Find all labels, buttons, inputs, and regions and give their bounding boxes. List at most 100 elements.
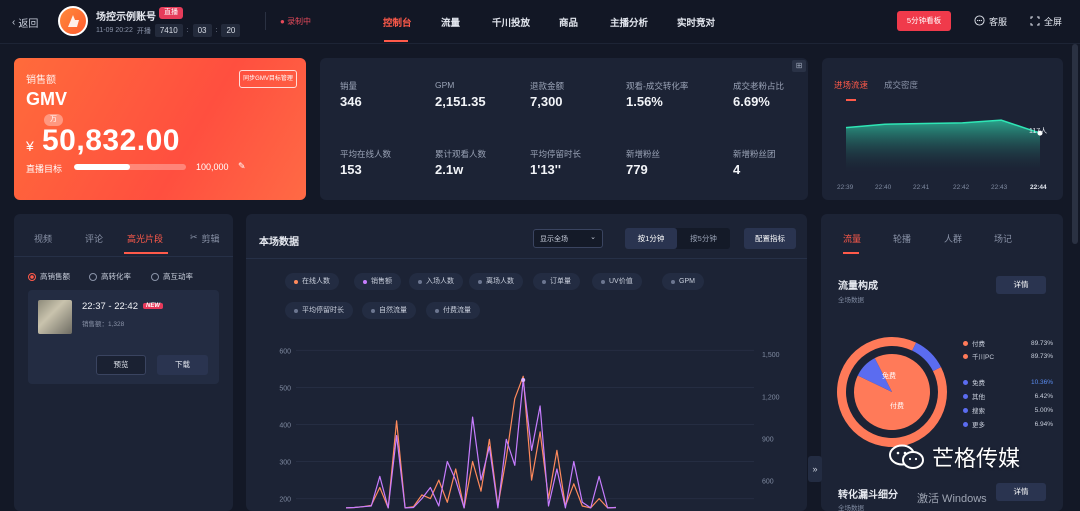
- metric-value: 6.69%: [733, 94, 770, 109]
- traffic-x-tick: 22:42: [953, 184, 970, 191]
- divider: [246, 258, 807, 259]
- metric-chip[interactable]: UV价值: [592, 273, 642, 290]
- radio-high-sales[interactable]: 高销售额: [28, 271, 70, 282]
- metric-value: 346: [340, 94, 362, 109]
- legend-item: 付费 89.73%: [963, 338, 1053, 348]
- tab-field-notes[interactable]: 场记: [994, 234, 1013, 244]
- tab-edit[interactable]: ✂ 剪辑: [190, 232, 220, 244]
- metric-value: 2,151.35: [435, 94, 486, 109]
- nav-traffic[interactable]: 流量: [441, 18, 461, 29]
- timer-minutes: 03: [192, 24, 212, 37]
- interval-1min[interactable]: 按1分钟: [625, 228, 677, 249]
- tab-carousel[interactable]: 轮播: [893, 234, 912, 244]
- traffic-chart: [845, 119, 1043, 172]
- config-metrics-button[interactable]: 配置指标: [744, 228, 796, 249]
- funnel-detail-button[interactable]: 详情: [996, 483, 1046, 501]
- legend-item: 免费 10.36%: [963, 377, 1053, 387]
- expand-arrow-icon[interactable]: »: [808, 456, 822, 482]
- radio-dot: [89, 272, 97, 281]
- metric-chip[interactable]: 付费流量: [426, 302, 480, 319]
- gmv-card: 销售额 GMV 同步GMV目标管理 万 ¥ 50,832.00 直播目标 100…: [14, 58, 306, 200]
- metric-chip[interactable]: 平均停留时长: [285, 302, 353, 319]
- tab-deal-density[interactable]: 成交密度: [884, 80, 919, 90]
- target-progress-fill: [74, 164, 130, 170]
- traffic-peak-label: 117人: [1029, 128, 1048, 135]
- fullscreen-button[interactable]: 全屏: [1030, 15, 1062, 28]
- tab-entry-rate[interactable]: 进场流速: [834, 80, 869, 90]
- y-left-tick: 600: [279, 348, 291, 355]
- service-button[interactable]: 客服: [974, 15, 1007, 28]
- start-label: 开播: [136, 27, 151, 35]
- metric-chip[interactable]: 订单量: [533, 273, 580, 290]
- metric-label: 销量: [340, 81, 358, 91]
- radio-high-interaction[interactable]: 高互动率: [151, 271, 193, 282]
- scrollbar[interactable]: [1072, 44, 1078, 244]
- metric-label: 观看-成交转化率: [626, 81, 689, 91]
- clip-time: 22:37 - 22:42: [82, 301, 138, 312]
- edit-icon[interactable]: ✎: [238, 161, 246, 171]
- metric-value: 1.56%: [626, 94, 663, 109]
- legend-item: 搜索 5.00%: [963, 405, 1053, 415]
- legend-dot: [963, 340, 968, 346]
- chip-dot: [371, 308, 375, 313]
- traffic-line: [845, 119, 1041, 134]
- right-tab-indicator: [843, 252, 859, 254]
- tab-traffic[interactable]: 流量: [843, 234, 862, 244]
- metric-chip[interactable]: 销售额: [354, 273, 401, 290]
- radio-dot: [151, 272, 159, 281]
- chip-dot: [435, 308, 439, 313]
- five-min-board-button[interactable]: 5分钟看板: [897, 11, 951, 31]
- fullscreen-icon: [1030, 16, 1040, 28]
- live-badge: 直播: [159, 7, 183, 19]
- target-value: 100,000: [196, 162, 229, 172]
- metric-label: 平均停留时长: [530, 149, 582, 159]
- metric-label: 成交老粉占比: [733, 81, 785, 91]
- chip-dot: [418, 279, 422, 284]
- radio-high-conversion[interactable]: 高转化率: [89, 271, 131, 282]
- gmv-target-button[interactable]: 同步GMV目标管理: [239, 70, 297, 88]
- metric-value: 779: [626, 162, 648, 177]
- live-meta: 11-09 20:22 开播 7410 : 03 : 20: [96, 24, 241, 37]
- interval-5min[interactable]: 按5分钟: [690, 234, 717, 243]
- clip-thumbnail[interactable]: [38, 300, 72, 334]
- metric-chip[interactable]: GPM: [662, 273, 704, 290]
- traffic-composition-subtitle: 全场数据: [838, 297, 864, 304]
- left-tab-indicator: [124, 252, 168, 254]
- range-select[interactable]: 显示全场 ⌄: [533, 229, 603, 248]
- traffic-area: [846, 120, 1040, 172]
- traffic-x-tick: 22:44: [1030, 184, 1047, 191]
- tab-highlights[interactable]: 高光片段: [127, 234, 164, 244]
- nav-realtime-compete[interactable]: 实时竞对: [677, 18, 716, 29]
- traffic-detail-button[interactable]: 详情: [996, 276, 1046, 294]
- y-right-tick: 600: [762, 479, 774, 486]
- metric-chip[interactable]: 离场人数: [469, 273, 523, 290]
- metric-value: 7,300: [530, 94, 563, 109]
- metric-chip[interactable]: 自然流量: [362, 302, 416, 319]
- nav-console[interactable]: 控制台: [383, 18, 412, 29]
- preview-button[interactable]: 预览: [96, 355, 146, 375]
- recording-status: ● 录制中: [280, 17, 312, 26]
- metric-label: 新增粉丝团: [733, 149, 776, 159]
- back-button[interactable]: ‹ 返回: [12, 17, 39, 30]
- settings-grid-icon[interactable]: ⊞: [792, 60, 806, 72]
- nav-products[interactable]: 商品: [559, 18, 579, 29]
- metric-chip[interactable]: 入场人数: [409, 273, 463, 290]
- y-left-tick: 500: [279, 385, 291, 392]
- legend-dot: [963, 379, 968, 385]
- nav-anchor-analysis[interactable]: 主播分析: [610, 18, 649, 29]
- tab-audience[interactable]: 人群: [944, 234, 963, 244]
- tab-video[interactable]: 视频: [34, 234, 53, 244]
- metric-label: 平均在线人数: [340, 149, 392, 159]
- donut-label-paid: 付费: [890, 401, 904, 410]
- gmv-label: 销售额: [26, 75, 56, 86]
- traffic-point: [1037, 130, 1043, 136]
- chip-dot: [478, 279, 482, 284]
- legend-item: 千川PC 89.73%: [963, 351, 1053, 361]
- download-button[interactable]: 下载: [157, 355, 208, 375]
- nav-qianchuan[interactable]: 千川投放: [492, 18, 531, 29]
- donut-label-free: 免费: [882, 371, 896, 380]
- tab-comments[interactable]: 评论: [85, 234, 104, 244]
- funnel-title: 转化漏斗细分: [838, 490, 898, 501]
- live-date: 11-09 20:22: [96, 27, 133, 34]
- metric-chip[interactable]: 在线人数: [285, 273, 339, 290]
